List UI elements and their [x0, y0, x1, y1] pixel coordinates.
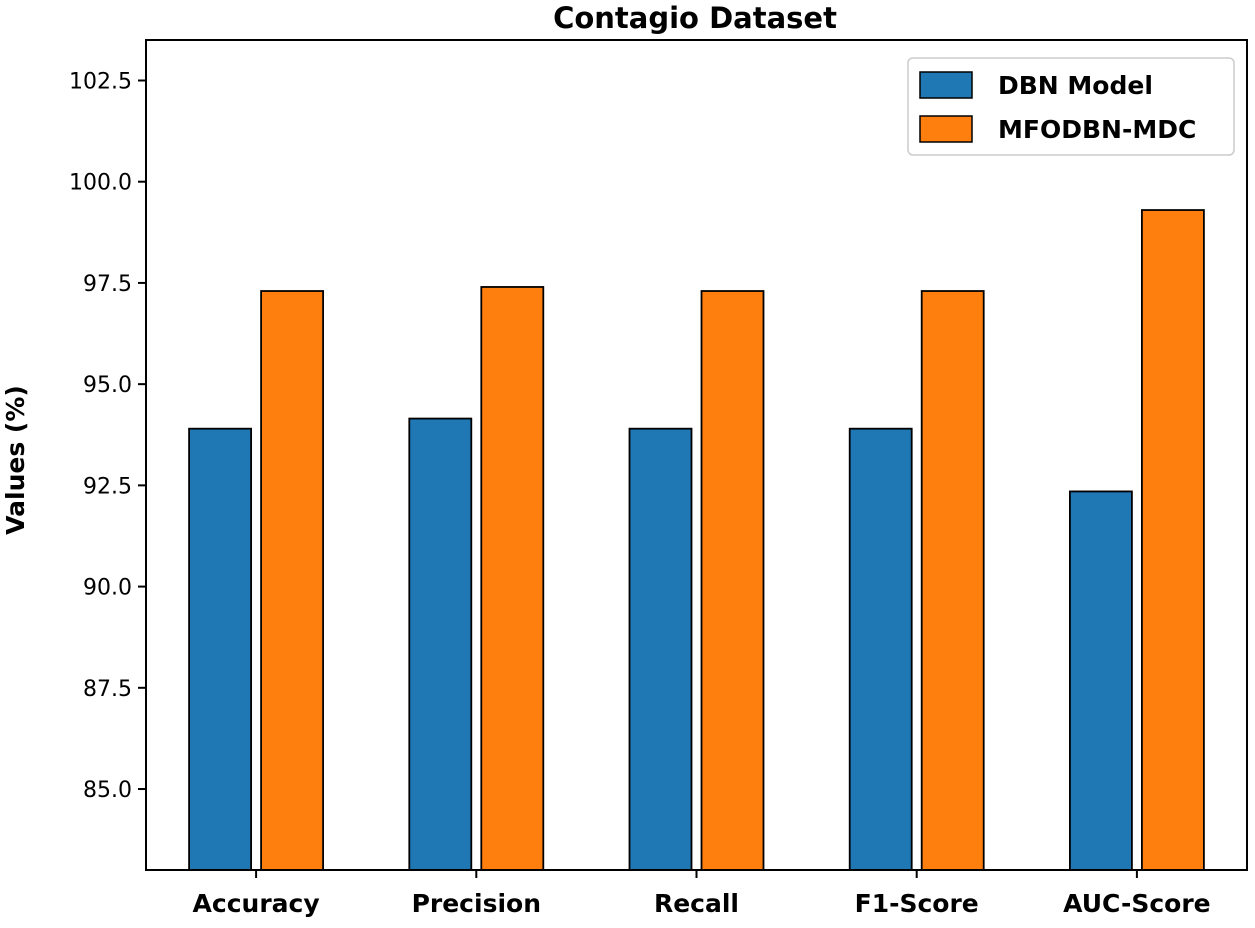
bar-mfodbn-mdc-precision: [480, 286, 545, 871]
y-tick-label: 87.5: [83, 677, 132, 702]
bar-dbn-model-f1-score: [848, 427, 913, 871]
bar-mfodbn-mdc-f1-score: [920, 290, 985, 871]
y-tick-label: 102.5: [69, 69, 132, 94]
legend-box: [907, 57, 1235, 156]
y-tick-label: 97.5: [83, 272, 132, 297]
x-tick-label-auc-score: AUC-Score: [1063, 889, 1210, 918]
bars-group: [188, 209, 1205, 871]
bar-mfodbn-mdc-accuracy: [260, 290, 325, 871]
legend-swatch-dbn-model: [919, 71, 973, 99]
bar-mfodbn-mdc-auc-score: [1141, 209, 1205, 871]
chart-title: Contagio Dataset: [553, 1, 837, 35]
bar-dbn-model-auc-score: [1069, 490, 1133, 871]
y-tick-label: 95.0: [83, 373, 132, 398]
bar-dbn-model-accuracy: [188, 427, 253, 871]
legend: DBN Model MFODBN-MDC: [907, 57, 1235, 156]
x-tick-label-f1-score: F1-Score: [855, 889, 979, 918]
bar-mfodbn-mdc-recall: [700, 290, 765, 871]
y-axis-ticks: 85.0 87.5 90.0 92.5 95.0 97.5 100.0 102.5: [69, 69, 146, 803]
y-tick-label: 85.0: [83, 778, 132, 803]
y-tick-label: 92.5: [83, 474, 132, 499]
plot-frame: [145, 39, 1248, 871]
legend-swatch-mfodbn-mdc: [919, 115, 973, 143]
legend-label-dbn-model: DBN Model: [998, 71, 1153, 100]
x-axis-ticks: Accuracy Precision Recall F1-Score AUC-Score: [193, 870, 1211, 918]
legend-label-mfodbn-mdc: MFODBN-MDC: [998, 115, 1196, 144]
bar-dbn-model-precision: [408, 417, 473, 871]
y-axis-label: Values (%): [1, 385, 30, 535]
x-tick-label-precision: Precision: [412, 889, 541, 918]
y-tick-label: 90.0: [83, 576, 132, 601]
y-tick-label: 100.0: [69, 171, 132, 196]
x-tick-label-recall: Recall: [654, 889, 739, 918]
x-tick-label-accuracy: Accuracy: [193, 889, 320, 918]
bar-dbn-model-recall: [628, 427, 693, 871]
